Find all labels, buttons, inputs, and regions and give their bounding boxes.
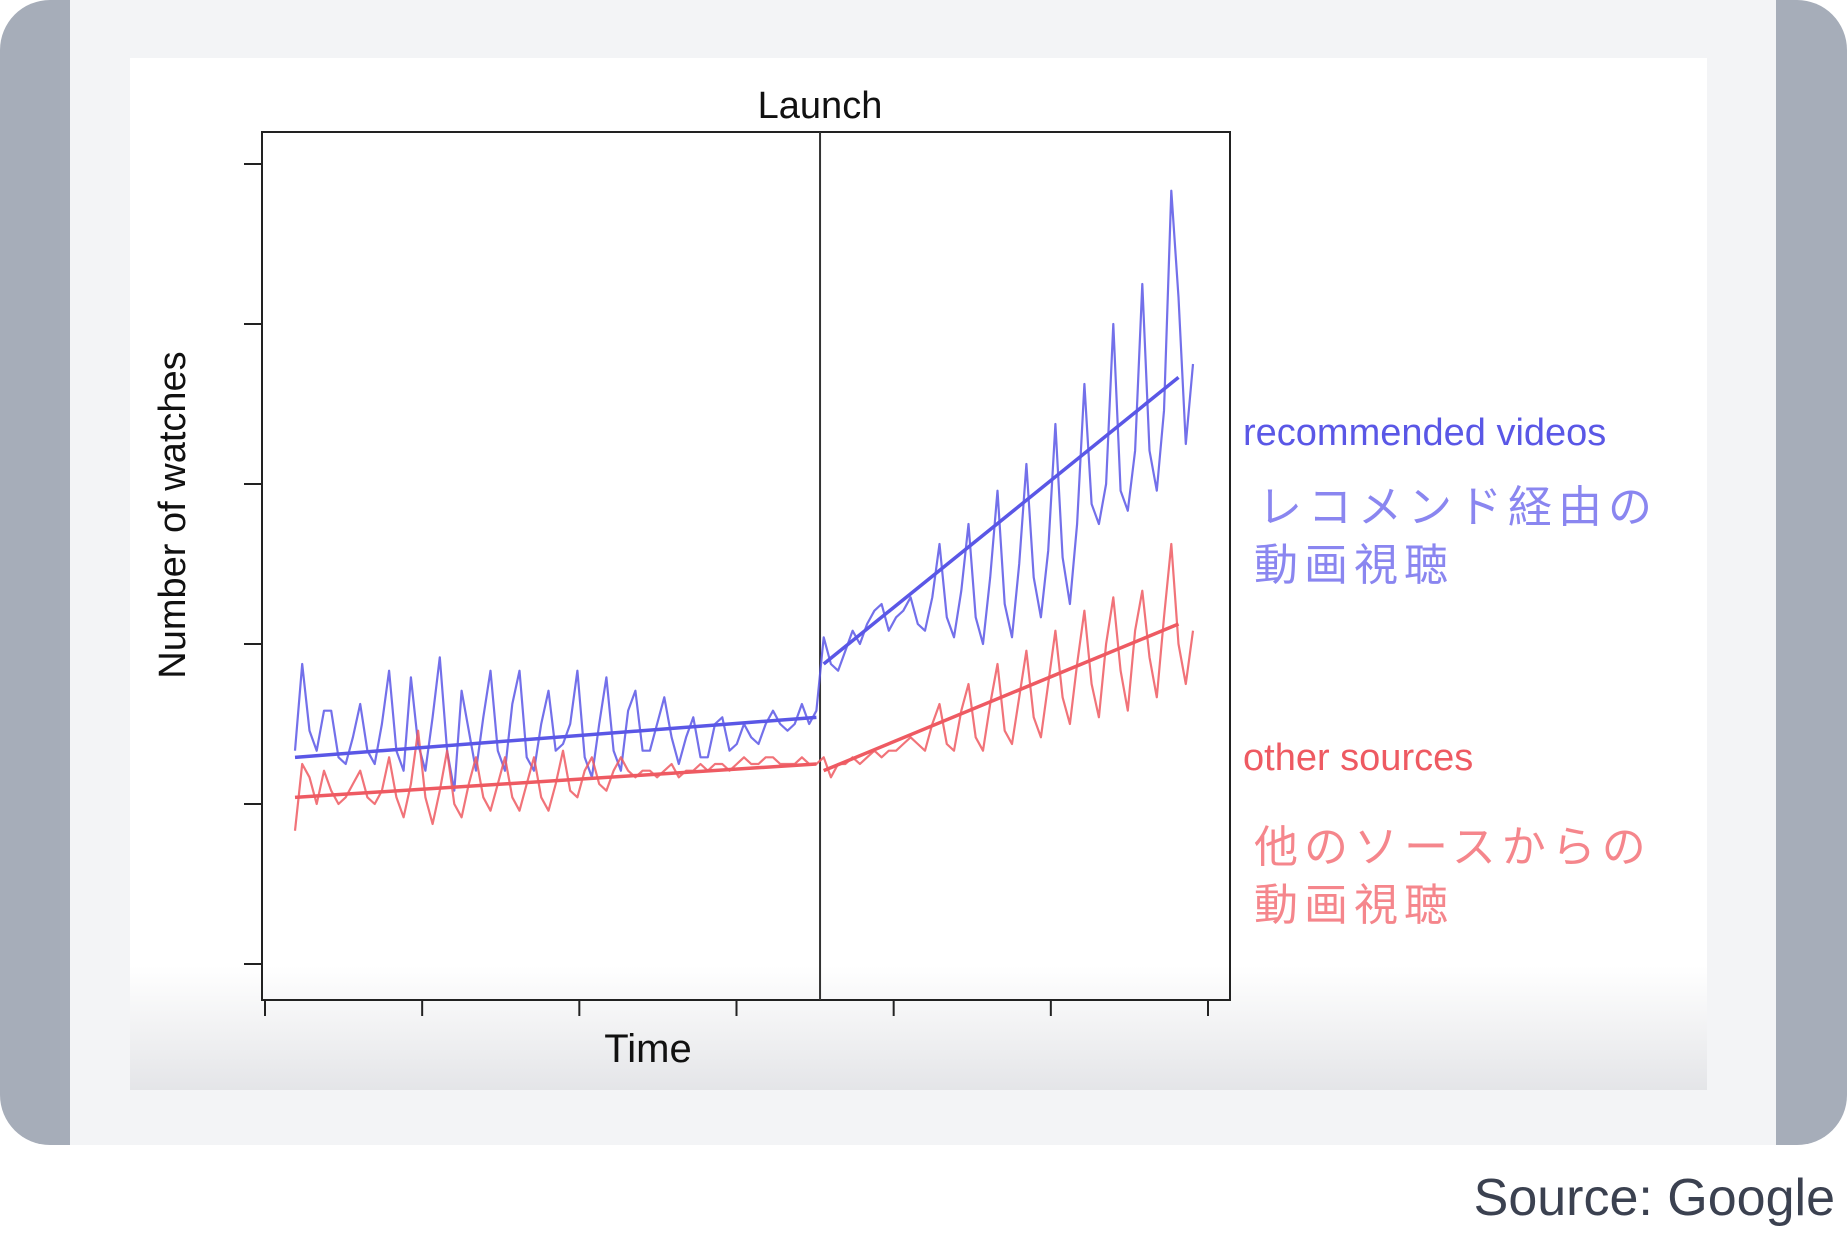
series-line-other xyxy=(293,542,1195,831)
legend-recommended-ja-2: 動画視聴 xyxy=(1254,540,1454,591)
trend-line-recommended xyxy=(294,715,817,760)
trend-layer xyxy=(294,375,1180,800)
line-chart: Launch Time Number of watches recommende… xyxy=(152,85,1658,1071)
legend-recommended-en: recommended videos xyxy=(1243,412,1606,454)
y-axis-label: Number of watches xyxy=(152,351,194,678)
plot-frame xyxy=(261,131,1231,1001)
trend-line-recommended xyxy=(822,375,1180,666)
trend-line-other xyxy=(822,622,1180,773)
axes xyxy=(244,131,1231,1016)
legend-other-ja-2: 動画視聴 xyxy=(1254,880,1454,931)
launch-label: Launch xyxy=(758,85,883,127)
series-layer xyxy=(293,189,1195,831)
series-line-recommended xyxy=(293,189,1195,792)
legend-other-en: other sources xyxy=(1243,737,1473,779)
trend-line-other xyxy=(294,762,817,800)
legend-other-ja: 他のソースからの xyxy=(1254,822,1652,873)
x-axis-label: Time xyxy=(604,1027,691,1071)
source-caption: Source: Google xyxy=(1473,1169,1835,1227)
chart-background xyxy=(130,58,1707,1090)
legend-recommended-ja: レコメンド経由の xyxy=(1258,482,1658,533)
